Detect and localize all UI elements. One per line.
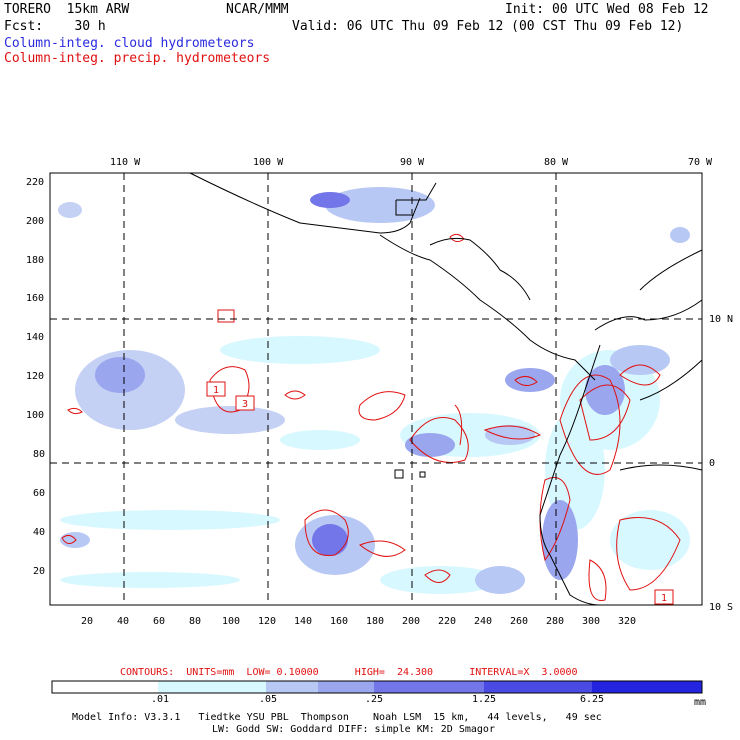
x-tick: 280 <box>546 616 564 627</box>
x-tick: 200 <box>402 616 420 627</box>
colorbar-segment-5 <box>484 681 592 693</box>
y-tick: 140 <box>26 332 44 343</box>
colorbar-label: 1.25 <box>472 694 497 705</box>
init-time: Init: 00 UTC Wed 08 Feb 12 <box>505 2 709 17</box>
x-tick: 140 <box>294 616 312 627</box>
x-tick: 20 <box>81 616 93 627</box>
contour-labels: 1 3 1 <box>206 309 674 605</box>
y-tick: 180 <box>26 255 44 266</box>
x-tick: 100 <box>222 616 240 627</box>
x-axis-ticks: 20 40 60 80 100 120 140 160 180 200 220 … <box>81 616 636 627</box>
contour-label: 1 <box>213 385 219 396</box>
lat-label: 0 <box>709 458 715 469</box>
x-tick: 40 <box>117 616 129 627</box>
valid-time: Valid: 06 UTC Thu 09 Feb 12 (00 CST Thu … <box>292 19 684 34</box>
x-tick: 300 <box>582 616 600 627</box>
colorbar-segment-3 <box>318 681 374 693</box>
y-tick: 160 <box>26 293 44 304</box>
y-tick: 40 <box>33 527 45 538</box>
lon-label: 80 W <box>544 157 569 168</box>
colorbar-label: .05 <box>259 694 278 705</box>
x-tick: 260 <box>510 616 528 627</box>
x-tick: 240 <box>474 616 492 627</box>
colorbar-label: .25 <box>365 694 384 705</box>
y-tick: 200 <box>26 216 44 227</box>
colorbar-units: mm <box>694 697 707 708</box>
colorbar-segment-1 <box>158 681 266 693</box>
graticule <box>50 173 702 605</box>
colorbar-segment-6 <box>592 681 702 693</box>
x-tick: 80 <box>189 616 201 627</box>
y-tick: 120 <box>26 371 44 382</box>
map-frame <box>49 172 703 606</box>
y-tick: 20 <box>33 566 45 577</box>
model-physics: LW: Godd SW: Goddard DIFF: simple KM: 2D… <box>212 724 495 735</box>
y-tick: 100 <box>26 410 44 421</box>
organization-label: NCAR/MMM <box>226 2 289 17</box>
colorbar-label: .01 <box>151 694 170 705</box>
y-tick: 220 <box>26 177 44 188</box>
lat-label: 10 N <box>709 314 733 325</box>
contour-label: 1 <box>661 593 667 604</box>
x-tick: 320 <box>618 616 636 627</box>
legend-cloud-hydrometeors: Column-integ. cloud hydrometeors <box>4 36 255 51</box>
lon-label: 110 W <box>110 157 141 168</box>
legend-precip-hydrometeors: Column-integ. precip. hydrometeors <box>4 51 271 66</box>
model-title: TORERO 15km ARW <box>4 2 130 17</box>
coastlines <box>189 172 703 606</box>
y-tick: 80 <box>33 449 45 460</box>
lon-label: 90 W <box>400 157 425 168</box>
colorbar <box>51 680 703 694</box>
colorbar-label: 6.25 <box>580 694 605 705</box>
contours-info: CONTOURS: UNITS=mm LOW= 0.10000 HIGH= 24… <box>120 667 578 678</box>
x-tick: 180 <box>366 616 384 627</box>
colorbar-segment-4 <box>374 681 484 693</box>
colorbar-segment-2 <box>266 681 318 693</box>
forecast-hour: Fcst: 30 h <box>4 19 106 34</box>
colorbar-segment-0 <box>52 681 158 693</box>
model-info: Model Info: V3.3.1 Tiedtke YSU PBL Thomp… <box>72 712 602 723</box>
y-axis-ticks: 220 200 180 160 140 120 100 80 60 40 20 <box>26 177 45 577</box>
x-tick: 220 <box>438 616 456 627</box>
x-tick: 120 <box>258 616 276 627</box>
lon-label: 70 W <box>688 157 713 168</box>
contour-label: 3 <box>242 399 248 410</box>
x-tick: 60 <box>153 616 165 627</box>
lon-label: 100 W <box>253 157 284 168</box>
x-tick: 160 <box>330 616 348 627</box>
y-tick: 60 <box>33 488 45 499</box>
lat-label: 10 S <box>709 602 733 613</box>
